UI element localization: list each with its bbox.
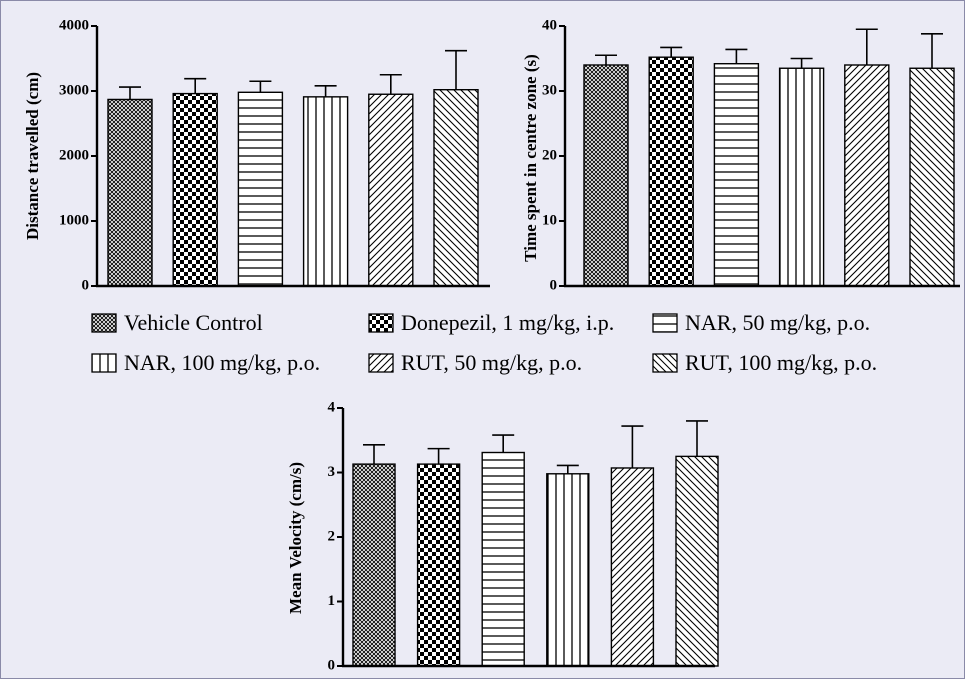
distance-travelled-chart: Distance travelled (cm) 0 1000 2000 3000 4000 <box>23 17 490 293</box>
error-bar <box>379 73 402 95</box>
y-tick-label: 40 <box>542 17 557 33</box>
error-bar <box>621 425 644 468</box>
error-bar <box>790 57 813 69</box>
legend-swatch <box>652 353 678 373</box>
legend-swatch <box>91 313 117 333</box>
y-tick-label: 0 <box>328 657 336 673</box>
y-tick-label: 30 <box>542 82 557 98</box>
legend-label: RUT, 100 mg/kg, p.o. <box>685 350 877 375</box>
legend-swatch <box>368 353 394 373</box>
bar <box>546 473 590 667</box>
legend-item: NAR, 50 mg/kg, p.o. <box>652 310 870 335</box>
y-tick-label: 4 <box>328 399 336 415</box>
y-tick-label: 1 <box>328 593 336 609</box>
bar <box>675 455 719 667</box>
y-axis-label: Mean Velocity (cm/s) <box>286 462 305 614</box>
error-bar <box>119 86 141 100</box>
error-bar <box>363 443 385 465</box>
mean-velocity-chart: Mean Velocity (cm/s) 0 1 2 3 4 <box>286 399 719 673</box>
bar <box>302 96 349 287</box>
error-bar <box>427 447 450 465</box>
y-tick-label: 10 <box>542 212 557 228</box>
legend-swatch <box>91 353 117 373</box>
bar <box>352 463 396 667</box>
bar <box>433 88 479 287</box>
error-bar <box>249 80 272 93</box>
y-tick-label: 4000 <box>59 17 89 33</box>
legend-label: NAR, 50 mg/kg, p.o. <box>685 310 870 335</box>
error-bar <box>445 49 467 90</box>
error-bar <box>556 464 579 474</box>
bar <box>172 92 218 287</box>
bar <box>416 463 461 667</box>
error-bar <box>725 48 748 64</box>
legend-swatch <box>652 313 678 333</box>
legend-swatch <box>368 313 394 333</box>
error-bar <box>184 77 207 94</box>
y-tick-label: 2 <box>328 528 336 544</box>
error-bar <box>921 32 943 69</box>
legend-item: NAR, 100 mg/kg, p.o. <box>91 350 320 375</box>
legend-item: Donepezil, 1 mg/kg, i.p. <box>368 310 614 335</box>
y-tick-label: 0 <box>550 277 558 293</box>
y-tick-label: 0 <box>82 277 90 293</box>
error-bar <box>314 85 337 97</box>
legend-label: RUT, 50 mg/kg, p.o. <box>401 350 582 375</box>
bar <box>368 93 414 287</box>
y-tick-label: 1000 <box>59 212 89 228</box>
y-tick-label: 3000 <box>59 82 89 98</box>
bar <box>713 63 760 287</box>
y-axis-label: Distance travelled (cm) <box>23 72 42 240</box>
bar <box>583 64 629 287</box>
legend-item: Vehicle Control <box>91 310 263 335</box>
y-tick-label: 3 <box>328 464 336 480</box>
error-bar <box>855 28 878 65</box>
bar <box>237 91 284 287</box>
legend-label: Donepezil, 1 mg/kg, i.p. <box>401 310 614 335</box>
bar <box>481 451 525 667</box>
y-axis-label: Time spent in centre zone (s) <box>521 54 540 262</box>
y-tick-label: 20 <box>542 147 557 163</box>
legend-item: RUT, 100 mg/kg, p.o. <box>652 350 877 375</box>
bar <box>844 64 890 287</box>
error-bar <box>595 54 617 65</box>
legend-item: RUT, 50 mg/kg, p.o. <box>368 350 582 375</box>
bar <box>610 467 655 667</box>
y-tick-label: 2000 <box>59 147 89 163</box>
bar <box>778 67 825 287</box>
legend-label: Vehicle Control <box>124 310 263 335</box>
legend-label: NAR, 100 mg/kg, p.o. <box>124 350 320 375</box>
error-bar <box>492 434 515 453</box>
time-in-centre-chart: Time spent in centre zone (s) 0 10 20 30 40 <box>521 17 960 293</box>
error-bar <box>660 46 683 58</box>
bar <box>648 56 694 287</box>
legend: Vehicle Control Donepezil, 1 mg/kg, i.p. N… <box>91 310 877 375</box>
bar <box>909 67 955 287</box>
error-bar <box>686 420 708 457</box>
bar <box>107 98 153 287</box>
